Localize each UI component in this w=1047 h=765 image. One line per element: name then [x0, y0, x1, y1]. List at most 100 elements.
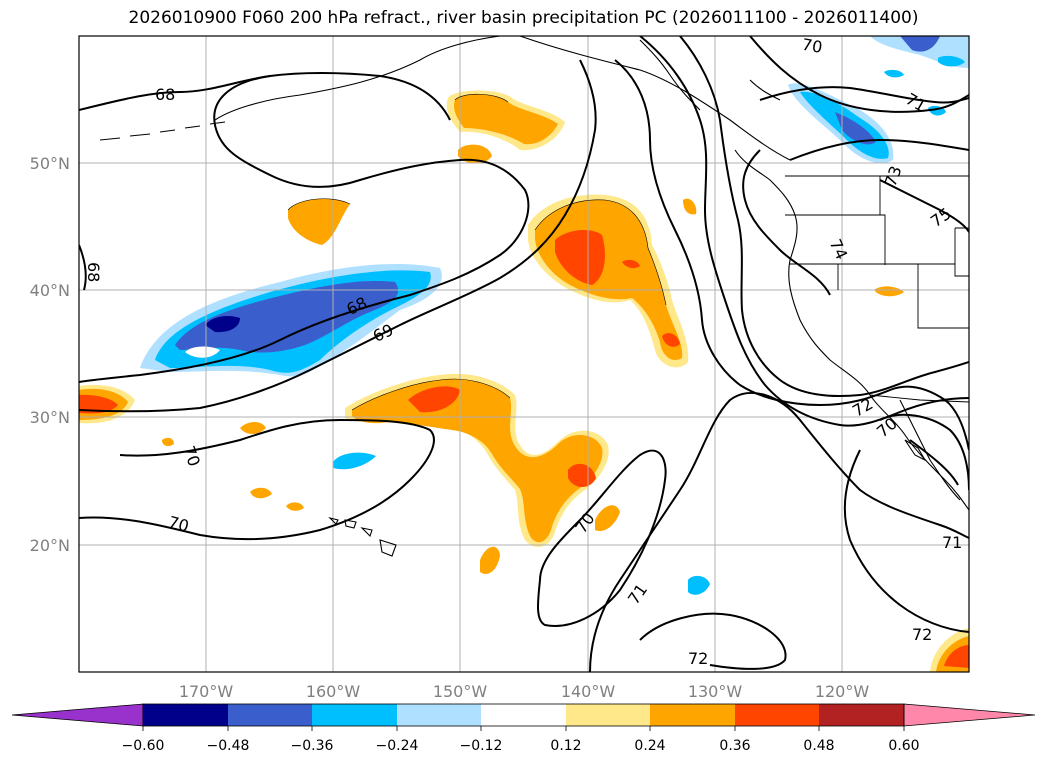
contour-label: 71	[942, 533, 962, 552]
colorbar-bin	[397, 704, 481, 726]
neg-small-2	[688, 575, 710, 595]
islands-misc	[639, 39, 781, 111]
pos-ne-red2	[622, 259, 640, 269]
contour-71-ne	[759, 86, 969, 104]
colorbar-tick-label: 0.36	[719, 738, 750, 754]
map-title: 2026010900 F060 200 hPa refract., river …	[128, 8, 919, 28]
pos-small-6	[683, 198, 697, 215]
lat-axis: 50°N 40°N 30°N 20°N	[30, 154, 70, 555]
neg-area-blue	[175, 280, 399, 353]
colorbar-bin	[735, 704, 819, 726]
coastlines	[99, 36, 969, 557]
colorbar-bin	[143, 704, 228, 726]
pos-ne-red	[555, 229, 605, 285]
lon-label: 130°W	[688, 682, 743, 701]
colorbar-bin	[650, 704, 735, 726]
neg-top-right-blue	[900, 36, 940, 52]
state-lines	[785, 176, 969, 329]
pos-small-12	[286, 502, 304, 511]
pos-small-13	[162, 437, 174, 447]
lon-label: 140°W	[561, 682, 616, 701]
baja-coast	[899, 399, 961, 501]
contour-69	[79, 59, 597, 413]
graticule	[79, 36, 969, 672]
lat-label: 40°N	[30, 281, 70, 300]
colorbar-tick-label: −0.36	[291, 738, 334, 754]
contour-label: 72	[688, 649, 708, 668]
neg-top-right-cyan	[938, 55, 965, 67]
lon-label: 160°W	[306, 682, 361, 701]
contour-label: 70	[166, 512, 191, 536]
pos-small-5	[288, 198, 350, 245]
lat-label: 20°N	[30, 536, 70, 555]
colorbar-tick-label: 0.24	[634, 738, 665, 754]
contour-68-loop	[79, 75, 530, 383]
colorbar-tick-label: −0.60	[122, 738, 165, 754]
pos-small-9	[250, 487, 272, 499]
colorbar-max-extension	[903, 703, 1036, 727]
borders	[785, 175, 969, 403]
alaska-coast	[214, 36, 791, 161]
precip-shading	[79, 36, 969, 672]
gulf-california	[904, 439, 927, 462]
mexico-border	[869, 394, 969, 403]
contour-70-south	[79, 418, 435, 541]
colorbar-tick-label: 0.12	[550, 738, 581, 754]
colorbar-bin	[819, 704, 904, 726]
contour-label: 68	[84, 262, 103, 282]
colorbar-bin	[481, 704, 566, 726]
neg-hole	[185, 346, 220, 358]
colorbar-frame	[142, 703, 905, 727]
pos-sub-red2	[568, 463, 596, 487]
map-frame	[78, 35, 970, 673]
colorbar-tick-label: −0.24	[376, 738, 419, 754]
contour-label: 68	[155, 85, 175, 104]
lon-axis: 170°W 160°W 150°W 140°W 130°W 120°W	[179, 682, 870, 701]
contour-68-west	[79, 244, 87, 291]
contour-label: 72	[912, 625, 932, 644]
contour-71-sub	[589, 391, 969, 672]
colorbar-tick-label: 0.60	[888, 738, 919, 754]
colorbar-ticks	[142, 726, 905, 731]
pos-ne-red3	[662, 333, 680, 347]
map-plot-area	[79, 36, 969, 672]
aleutian-chain	[99, 121, 226, 141]
neg-small-1	[333, 452, 376, 470]
pos-gulf-orange	[454, 94, 558, 145]
colorbar-tick-label: −0.48	[207, 738, 250, 754]
lon-label: 120°W	[815, 682, 870, 701]
contour-72-se-inner	[909, 439, 959, 486]
contour-label: 70	[800, 35, 823, 57]
contour-72-ne	[789, 138, 969, 161]
colorbar-tick-label: 0.48	[803, 738, 834, 754]
contour-70-ne	[749, 36, 969, 113]
refractivity-contours	[79, 36, 969, 672]
colorbar: −0.60 −0.48 −0.36 −0.24 −0.12 0.12 0.24 …	[11, 703, 1036, 754]
contour-70-east	[614, 59, 969, 451]
contour-72-east	[679, 36, 969, 398]
colorbar-min-extension	[11, 703, 144, 727]
contour-70-sub	[537, 449, 667, 627]
lon-label: 170°W	[179, 682, 234, 701]
pos-small-11	[595, 505, 620, 532]
lat-label: 50°N	[30, 154, 70, 173]
shading-outlines	[287, 93, 667, 411]
lon-label: 150°W	[433, 682, 488, 701]
contour-70-baja	[879, 413, 969, 491]
pos-small-10	[480, 546, 500, 575]
pos-west-red	[79, 394, 118, 414]
lat-label: 30°N	[30, 408, 70, 427]
colorbar-tick-label: −0.12	[460, 738, 503, 754]
pos-gulf-2	[458, 144, 492, 164]
neg-area-navy	[205, 316, 240, 333]
pos-sub-orange	[352, 379, 603, 543]
hawaii-islands	[328, 516, 397, 557]
pos-se-red	[944, 645, 969, 668]
colorbar-bin	[566, 704, 650, 726]
pos-small-7	[874, 286, 904, 297]
contour-75	[879, 179, 969, 233]
colorbar-bin	[228, 704, 312, 726]
neg-small-3	[884, 69, 904, 78]
pos-sub-red	[408, 386, 460, 413]
